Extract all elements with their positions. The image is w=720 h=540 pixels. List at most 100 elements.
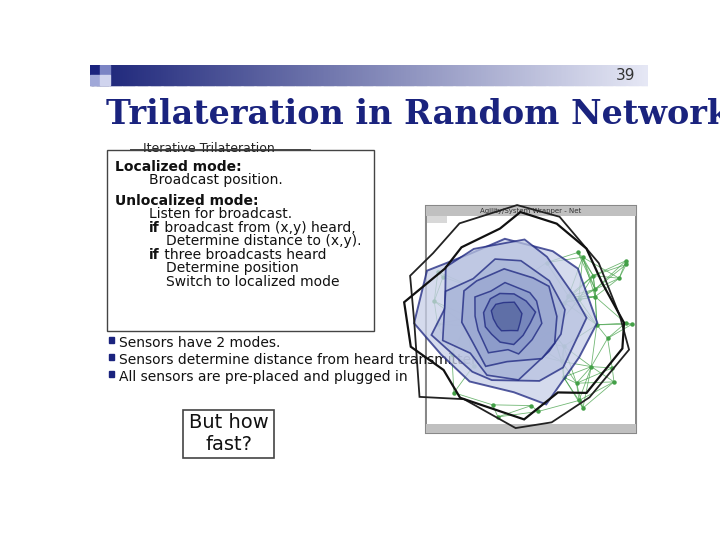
Bar [258, 65, 260, 85]
Bar [373, 65, 375, 85]
Bar [333, 65, 336, 85]
Bar [426, 423, 636, 433]
Bar [505, 65, 508, 85]
Bar [248, 65, 251, 85]
Bar [293, 65, 295, 85]
Bar [387, 65, 390, 85]
Bar [161, 65, 163, 85]
Text: Trilateration in Random Networks: Trilateration in Random Networks [106, 98, 720, 131]
Bar [451, 65, 454, 85]
Bar [100, 65, 110, 75]
Bar [250, 65, 253, 85]
Bar [494, 65, 496, 85]
Bar [256, 65, 258, 85]
Bar [406, 65, 409, 85]
Bar [438, 65, 441, 85]
Bar [110, 65, 113, 85]
Bar [570, 65, 572, 85]
Bar [555, 65, 557, 85]
Bar [231, 65, 234, 85]
Bar [345, 65, 348, 85]
Bar [583, 65, 585, 85]
Bar [99, 65, 102, 85]
Bar [157, 65, 160, 85]
Bar [159, 65, 161, 85]
Bar [280, 65, 282, 85]
Bar [594, 65, 597, 85]
Bar [343, 65, 346, 85]
Bar [92, 65, 94, 85]
Bar [503, 65, 505, 85]
Bar [441, 65, 444, 85]
Bar [540, 65, 543, 85]
Bar [423, 65, 426, 85]
Bar [94, 65, 96, 85]
Bar [313, 65, 316, 85]
Bar [631, 65, 634, 85]
Bar [440, 65, 442, 85]
Bar [365, 65, 368, 85]
Bar [151, 65, 154, 85]
Bar [205, 65, 208, 85]
Bar [155, 65, 158, 85]
Bar [285, 65, 288, 85]
Text: Broadcast position.: Broadcast position. [149, 173, 283, 187]
Bar [163, 65, 165, 85]
Bar [199, 65, 202, 85]
Polygon shape [414, 239, 598, 404]
Bar [526, 65, 528, 85]
Bar [642, 65, 645, 85]
Bar [176, 65, 178, 85]
Bar [364, 65, 366, 85]
Bar [498, 65, 500, 85]
Bar [626, 65, 629, 85]
Bar [460, 65, 463, 85]
Bar [415, 65, 418, 85]
Bar [635, 65, 638, 85]
Bar [393, 65, 396, 85]
Bar [358, 65, 361, 85]
Bar [135, 65, 138, 85]
Bar [125, 65, 128, 85]
Text: Sensors have 2 modes.: Sensors have 2 modes. [119, 336, 280, 350]
Bar [109, 338, 114, 343]
Bar [469, 65, 472, 85]
Bar [237, 65, 240, 85]
Bar [304, 65, 307, 85]
Bar [628, 65, 630, 85]
Bar [574, 65, 576, 85]
Bar [449, 65, 451, 85]
Bar [354, 65, 356, 85]
Bar [412, 65, 415, 85]
Bar [228, 65, 230, 85]
Bar [380, 65, 383, 85]
Bar [315, 65, 318, 85]
Bar [183, 410, 274, 457]
Bar [485, 65, 487, 85]
Bar [323, 65, 325, 85]
Bar [444, 65, 446, 85]
Bar [508, 65, 511, 85]
Bar [204, 65, 206, 85]
Text: Sensors determine distance from heard transmitter.: Sensors determine distance from heard tr… [119, 353, 480, 367]
Bar [405, 65, 407, 85]
Bar [263, 65, 266, 85]
Bar [105, 65, 107, 85]
Text: 39: 39 [616, 68, 635, 83]
Bar [339, 65, 342, 85]
Bar [164, 65, 167, 85]
Bar [523, 65, 526, 85]
Bar [590, 65, 593, 85]
Text: Unlocalized mode:: Unlocalized mode: [114, 194, 258, 208]
Bar [454, 65, 457, 85]
Bar [172, 65, 174, 85]
Bar [266, 65, 269, 85]
Bar [291, 65, 294, 85]
Bar [289, 65, 292, 85]
Bar [100, 75, 110, 85]
Bar [419, 65, 422, 85]
Bar [531, 65, 534, 85]
Bar [618, 65, 621, 85]
Bar [230, 65, 232, 85]
Text: if: if [149, 248, 160, 262]
